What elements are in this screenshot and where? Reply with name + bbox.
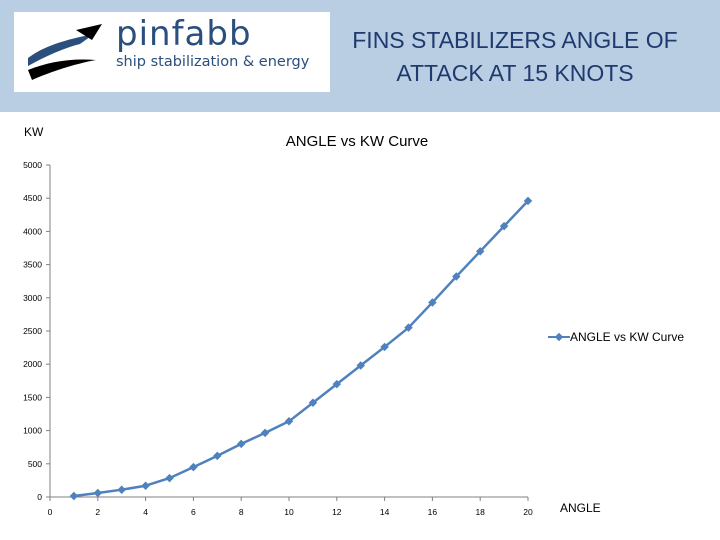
x-tick-label: 16 [428, 507, 438, 517]
data-point [428, 298, 437, 307]
data-point [165, 473, 174, 483]
data-point [141, 481, 150, 490]
x-axis-label: ANGLE [560, 501, 601, 515]
page-title-line-2: ATTACK AT 15 KNOTS [396, 60, 634, 86]
y-tick-label: 5000 [23, 160, 42, 170]
x-tick-label: 12 [332, 507, 342, 517]
series-line [73, 199, 529, 498]
angle-kw-chart: ANGLE vs KW Curve KW ANGLE 0 500 1000 1500 2… [23, 125, 684, 517]
data-point [117, 485, 126, 494]
x-tick-group: 0 2 4 6 8 10 12 14 16 18 20 [48, 497, 533, 517]
page-title-line-1: FINS STABILIZERS ANGLE OF [352, 27, 678, 53]
x-tick-label: 6 [191, 507, 196, 517]
x-tick-label: 10 [284, 507, 294, 517]
company-logo: pinfabb ship stabilization & energy [14, 12, 330, 92]
chart-title: ANGLE vs KW Curve [286, 133, 429, 150]
logo-tagline: ship stabilization & energy [116, 54, 310, 70]
y-tick-group: 0 500 1000 1500 2000 2500 3000 3500 4000 4500 5000 [23, 160, 50, 502]
x-tick-label: 0 [48, 507, 53, 517]
logo-name: pinfabb [116, 14, 252, 54]
x-tick-label: 20 [523, 507, 533, 517]
y-tick-label: 1000 [23, 426, 42, 436]
data-point [356, 361, 365, 370]
data-point [475, 247, 485, 256]
data-point [236, 439, 246, 449]
data-point [332, 379, 342, 389]
x-tick-label: 4 [143, 507, 148, 517]
y-axis-label: KW [24, 125, 44, 139]
data-point [499, 221, 509, 231]
data-point [380, 342, 389, 352]
data-point [213, 451, 222, 461]
data-point [260, 428, 270, 438]
y-tick-label: 4000 [23, 226, 42, 236]
y-tick-label: 3500 [23, 260, 42, 270]
x-tick-label: 18 [475, 507, 485, 517]
y-tick-label: 2000 [23, 359, 42, 369]
page-title: FINS STABILIZERS ANGLE OF ATTACK AT 15 K… [340, 24, 690, 90]
data-point [189, 462, 198, 472]
data-point [284, 417, 294, 426]
x-tick-label: 14 [380, 507, 390, 517]
wave-logo-icon [28, 24, 102, 80]
series-points [69, 196, 533, 501]
data-point [69, 491, 79, 501]
x-tick-label: 8 [239, 507, 244, 517]
legend: ANGLE vs KW Curve [548, 330, 684, 344]
legend-label: ANGLE vs KW Curve [570, 330, 684, 344]
y-tick-label: 4500 [23, 193, 42, 203]
x-tick-label: 2 [95, 507, 100, 517]
y-tick-label: 3000 [23, 293, 42, 303]
y-tick-label: 2500 [23, 326, 42, 336]
header-banner: pinfabb ship stabilization & energy FINS… [0, 0, 720, 112]
data-point [452, 272, 461, 281]
data-point [93, 488, 103, 498]
legend-point-marker [554, 332, 564, 342]
y-tick-label: 0 [37, 492, 42, 502]
data-point [308, 398, 318, 407]
y-tick-label: 500 [28, 459, 42, 469]
y-tick-label: 1500 [23, 392, 42, 402]
data-point [404, 323, 413, 332]
